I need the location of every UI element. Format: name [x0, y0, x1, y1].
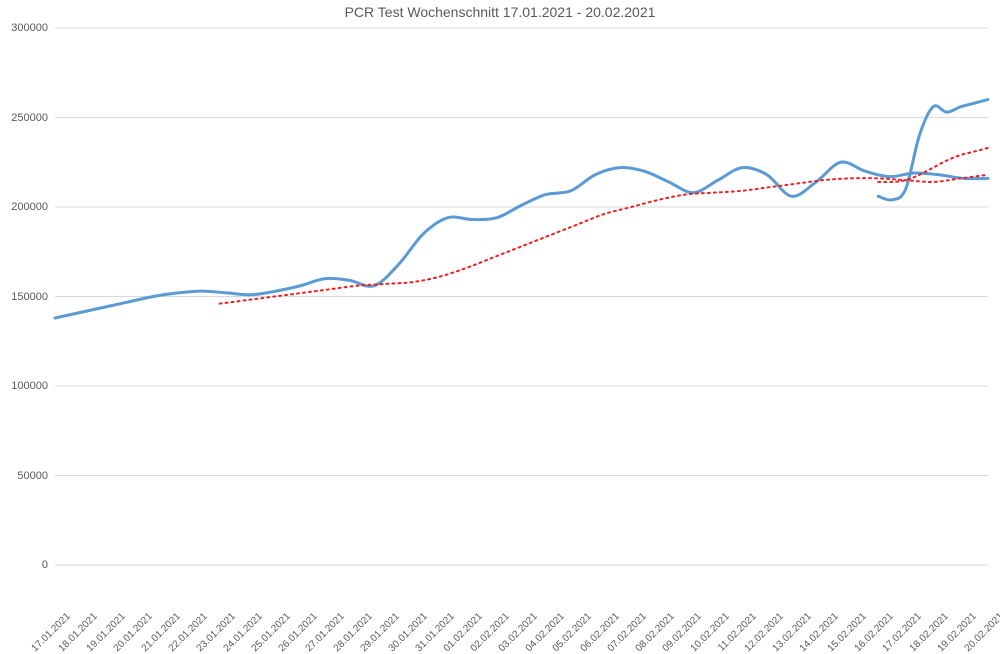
y-tick-label: 250000: [4, 112, 48, 124]
chart-plot: [0, 0, 1000, 630]
y-tick-label: 300000: [4, 22, 48, 34]
y-tick-label: 150000: [4, 291, 48, 303]
y-tick-label: 200000: [4, 201, 48, 213]
y-tick-label: 100000: [4, 380, 48, 392]
chart-container: PCR Test Wochenschnitt 17.01.2021 - 20.0…: [0, 0, 1000, 630]
series-line: [878, 100, 988, 200]
series-line: [220, 175, 988, 304]
y-tick-label: 50000: [4, 470, 48, 482]
series-line: [55, 162, 988, 318]
y-tick-label: 0: [4, 559, 48, 571]
